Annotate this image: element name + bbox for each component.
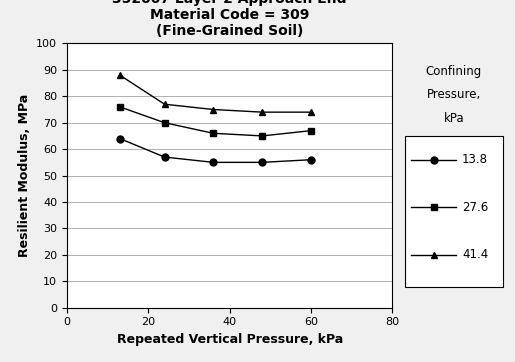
13.8 xyxy=(308,157,314,162)
FancyBboxPatch shape xyxy=(405,136,503,287)
27.6 xyxy=(308,129,314,133)
Text: kPa: kPa xyxy=(443,112,464,125)
Title: 352007 Layer 2 Approach End
Material Code = 309
(Fine-Grained Soil): 352007 Layer 2 Approach End Material Cod… xyxy=(112,0,347,38)
41.4 xyxy=(259,110,265,114)
13.8 xyxy=(210,160,216,164)
Text: Confining: Confining xyxy=(426,64,482,77)
27.6 xyxy=(162,121,168,125)
27.6 xyxy=(117,105,123,109)
13.8 xyxy=(259,160,265,164)
41.4 xyxy=(117,73,123,77)
Y-axis label: Resilient Modulus, MPa: Resilient Modulus, MPa xyxy=(18,94,31,257)
41.4 xyxy=(162,102,168,106)
Text: 13.8: 13.8 xyxy=(462,153,488,166)
13.8 xyxy=(117,136,123,141)
13.8 xyxy=(162,155,168,159)
Text: 41.4: 41.4 xyxy=(462,248,488,261)
Text: 27.6: 27.6 xyxy=(462,201,488,214)
27.6 xyxy=(259,134,265,138)
X-axis label: Repeated Vertical Pressure, kPa: Repeated Vertical Pressure, kPa xyxy=(116,333,343,346)
Text: Pressure,: Pressure, xyxy=(427,88,481,101)
41.4 xyxy=(210,107,216,111)
27.6 xyxy=(210,131,216,135)
Line: 41.4: 41.4 xyxy=(116,72,315,115)
41.4 xyxy=(308,110,314,114)
Line: 27.6: 27.6 xyxy=(116,104,315,139)
Line: 13.8: 13.8 xyxy=(116,135,315,166)
